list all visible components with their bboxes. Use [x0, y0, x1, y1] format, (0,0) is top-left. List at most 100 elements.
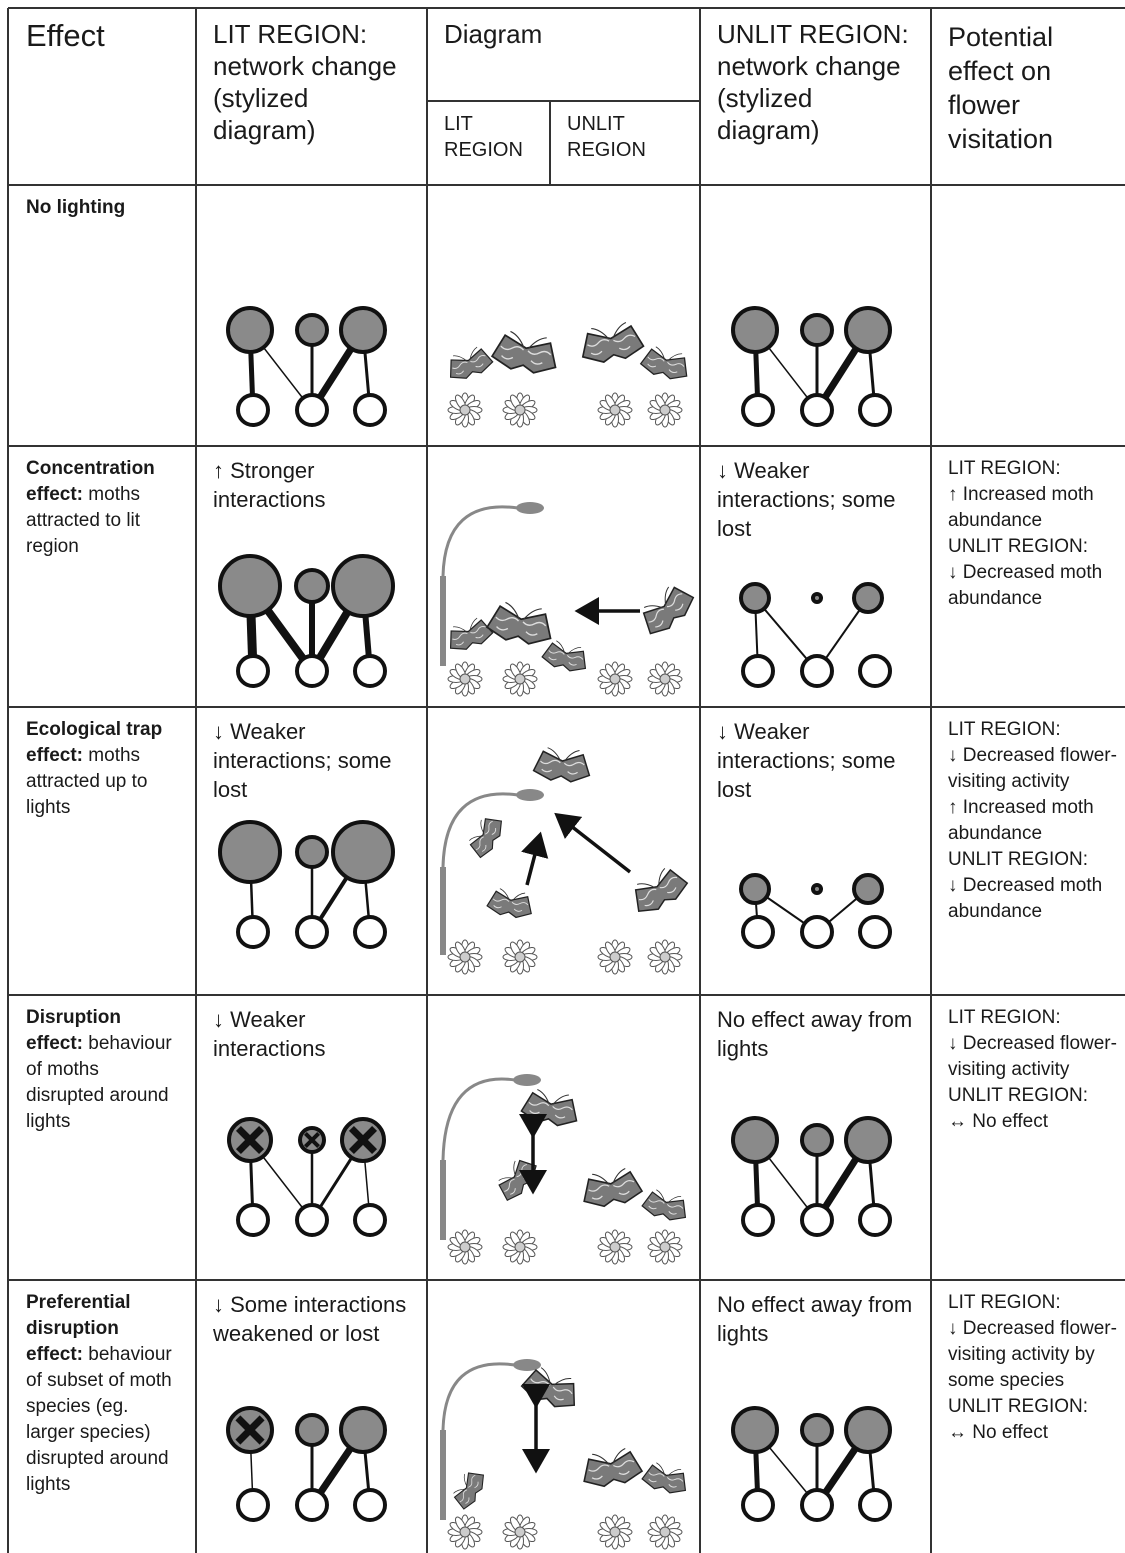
- moth-node: [811, 592, 823, 604]
- lamp-arm: [441, 792, 519, 868]
- unlit-change: No effect away from lights: [717, 1007, 913, 1061]
- effect-cell: Ecological trap effect: moths attracted …: [26, 717, 178, 821]
- moth: [541, 640, 587, 672]
- flower-center: [459, 1526, 471, 1538]
- moth: [532, 747, 591, 783]
- flower-node: [295, 1203, 329, 1237]
- flower: [647, 1229, 683, 1265]
- moth-antennae: [643, 586, 670, 609]
- moth-antennae: [537, 1089, 569, 1105]
- lamp-head: [513, 1359, 541, 1371]
- moth: [634, 868, 689, 913]
- arrow: [521, 831, 549, 886]
- lamp-arm: [441, 1077, 516, 1161]
- flower-center: [514, 404, 526, 416]
- moth-node: [800, 1123, 834, 1157]
- moth-node: [844, 306, 892, 354]
- potential-line: UNLIT REGION:: [948, 849, 1089, 870]
- network: [739, 582, 892, 688]
- header-diagram-unlit: UNLIT REGION: [567, 113, 646, 161]
- moth: [453, 1472, 485, 1510]
- moth-antennae: [547, 747, 580, 762]
- flower: [647, 661, 683, 697]
- flower-center: [659, 1241, 671, 1253]
- potential-line: ↓ Decreased flower-visiting activity by …: [948, 1318, 1117, 1391]
- moth-antennae: [505, 601, 542, 620]
- lamp-head: [516, 502, 544, 514]
- potential-line: UNLIT REGION:: [948, 1085, 1089, 1106]
- effect-description: behaviour of subset of moth species (eg.…: [26, 1344, 172, 1495]
- moth-node: [331, 554, 395, 618]
- flower-node: [295, 654, 329, 688]
- unlit-change: ↓ Weaker interactions; some lost: [717, 458, 896, 541]
- moth-antennae: [540, 1367, 572, 1386]
- moth-wings: [485, 604, 552, 645]
- potential-effect: LIT REGION: ↑ Increased moth abundance UNL…: [948, 456, 1120, 612]
- potential-line: ↓ Decreased flower-visiting activity: [948, 745, 1117, 792]
- flower-node: [295, 1488, 329, 1522]
- flower-node: [800, 393, 834, 427]
- moth-pattern: [528, 1101, 573, 1119]
- flower-node: [858, 654, 892, 688]
- moth-antennae: [498, 1160, 516, 1181]
- moth: [520, 1089, 578, 1127]
- moth-antennae: [453, 346, 478, 362]
- moth-pattern: [648, 593, 684, 628]
- moth-pattern: [500, 345, 552, 365]
- moth-node: [811, 883, 823, 895]
- moth-wings: [634, 868, 689, 913]
- moth-node: [800, 313, 834, 347]
- moth-pattern: [648, 1199, 684, 1215]
- effect-cell: No lighting: [26, 195, 178, 221]
- unlit-change: No effect away from lights: [717, 1292, 913, 1346]
- lamp-head: [516, 789, 544, 801]
- potential-effect: LIT REGION: ↓ Decreased flower-visiting a…: [948, 1005, 1120, 1135]
- header-diagram: Diagram: [444, 19, 543, 49]
- potential-line: LIT REGION:: [948, 1007, 1061, 1028]
- moth-antennae: [592, 1447, 626, 1465]
- potential-line: ↓ Decreased flower-visiting activity: [948, 1033, 1117, 1080]
- arrow: [554, 812, 632, 874]
- moth-wings: [520, 1368, 576, 1408]
- effect-name: Ecological trap effect:: [26, 719, 163, 766]
- moth-antennae: [656, 1189, 682, 1204]
- moth-antennae: [556, 640, 582, 655]
- flower-node: [858, 1488, 892, 1522]
- potential-line: ↔ No effect: [948, 1111, 1048, 1132]
- flower-node: [800, 1488, 834, 1522]
- flower-center: [609, 1526, 621, 1538]
- flower: [447, 1514, 483, 1550]
- moth: [583, 1447, 644, 1488]
- flower-node: [236, 1203, 270, 1237]
- disrupted-mark: [235, 1125, 265, 1155]
- flower-node: [741, 654, 775, 688]
- moth-node: [852, 582, 884, 614]
- moth-pattern: [492, 898, 529, 912]
- effect-name: Disruption effect:: [26, 1007, 121, 1054]
- flower-center: [659, 951, 671, 963]
- moth-pattern: [452, 626, 486, 646]
- effect-description: moths attracted to lit region: [26, 484, 141, 557]
- moth-node: [739, 873, 771, 905]
- flower-node: [741, 1488, 775, 1522]
- moth: [581, 321, 645, 363]
- flower: [597, 1514, 633, 1550]
- moth-wings: [639, 348, 688, 380]
- moth: [642, 586, 695, 635]
- header-lit-change: LIT REGION: network change (stylized dia…: [213, 19, 397, 145]
- disrupted-mark: [235, 1415, 265, 1445]
- flower-node: [236, 915, 270, 949]
- flower: [447, 939, 483, 975]
- moth-pattern: [548, 650, 584, 666]
- header-unlit-change: UNLIT REGION: network change (stylized d…: [717, 19, 909, 145]
- flower-node: [236, 393, 270, 427]
- flower-node: [858, 393, 892, 427]
- potential-line: LIT REGION:: [948, 719, 1061, 740]
- moth-node: [739, 582, 771, 614]
- flower: [502, 661, 538, 697]
- flower-center: [659, 673, 671, 685]
- network: [218, 820, 395, 949]
- flower: [647, 1514, 683, 1550]
- moth-node: [731, 1116, 779, 1164]
